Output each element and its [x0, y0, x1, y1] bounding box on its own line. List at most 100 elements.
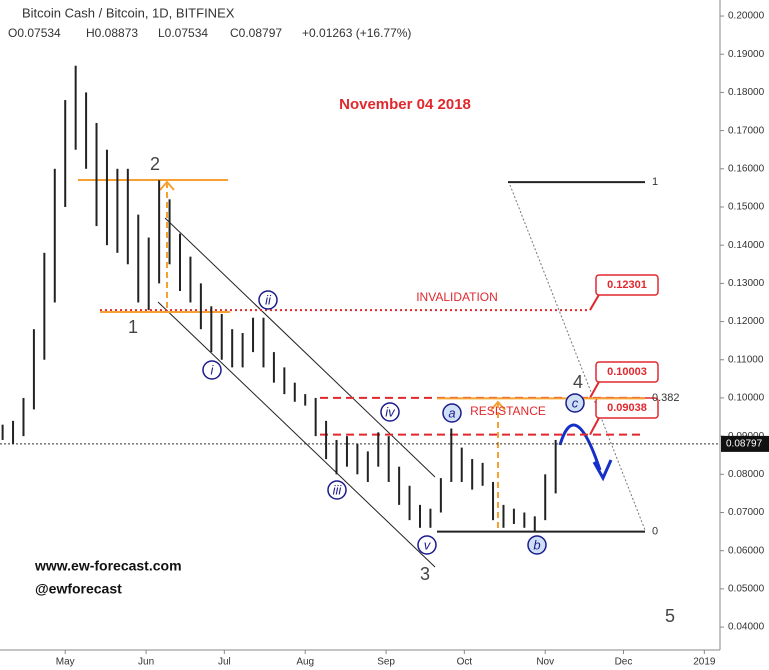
sub-wave-circle: [380, 402, 400, 422]
sub-wave-circle: [565, 393, 585, 413]
price-bar: [189, 256, 192, 303]
x-tick-label: Jun: [138, 657, 154, 668]
price-bar: [95, 122, 98, 227]
sub-wave-circle: [202, 360, 222, 380]
date-note: November 04 2018: [339, 96, 471, 113]
price-bar: [168, 199, 171, 265]
price-box: [595, 361, 659, 383]
y-tick-label: 0.13000: [728, 278, 765, 289]
price-bar: [439, 478, 442, 513]
y-tick-label: 0.19000: [728, 49, 765, 60]
price-bar: [220, 313, 223, 360]
last-price-label: 0.08797: [726, 439, 763, 450]
forecast-arrow: [558, 423, 602, 471]
price-bar: [1, 424, 4, 440]
sub-wave-circle: [258, 290, 278, 310]
price-bar: [502, 504, 505, 528]
price-bar: [199, 283, 202, 330]
y-tick-label: 0.05000: [728, 584, 765, 595]
ohlc-value: +0.01263 (+16.77%): [302, 26, 411, 40]
price-bar: [377, 432, 380, 467]
price-bar: [345, 436, 348, 467]
price-bar: [137, 214, 140, 303]
price-bar: [304, 394, 307, 406]
price-box-pointer: [589, 292, 601, 311]
ohlc-value: H0.08873: [86, 26, 138, 40]
price-bar: [158, 180, 161, 284]
price-box-pointer: [589, 415, 601, 436]
fib-label: 0.382: [652, 392, 680, 404]
price-bar: [398, 466, 401, 505]
sub-wave-label: v: [424, 537, 432, 552]
orange-arrow: [159, 180, 175, 191]
fib-label: 0: [652, 526, 658, 538]
x-tick-label: Sep: [377, 657, 395, 668]
sub-wave-circle: [327, 480, 347, 500]
price-bar: [554, 439, 557, 494]
x-tick-label: Dec: [615, 657, 633, 668]
price-bar: [43, 252, 46, 360]
wave-label: 1: [128, 317, 138, 337]
sub-wave-label: c: [572, 395, 579, 410]
sub-wave-label: a: [448, 405, 455, 420]
ohlc-value: O0.07534: [8, 26, 61, 40]
price-bar: [544, 474, 547, 521]
price-bar: [460, 447, 463, 482]
price-bar: [262, 317, 265, 368]
sub-wave-circle: [417, 535, 437, 555]
last-price-box: [721, 435, 769, 452]
price-bar: [179, 233, 181, 292]
y-tick-label: 0.20000: [728, 11, 765, 22]
y-tick-label: 0.06000: [728, 545, 765, 556]
price-bar: [523, 512, 526, 528]
price-bar: [533, 516, 536, 532]
price-bar: [471, 459, 474, 490]
fib-label: 1: [652, 176, 658, 188]
footer-handle: @ewforecast: [35, 581, 122, 597]
sub-wave-label: b: [533, 537, 540, 552]
sub-wave-circle: [442, 403, 462, 423]
price-box-label: 0.12301: [607, 279, 647, 291]
chart-title: Bitcoin Cash / Bitcoin, 1D, BITFINEX: [22, 5, 235, 20]
price-bar: [387, 436, 390, 482]
price-bar: [64, 100, 67, 207]
price-box-pointer: [589, 379, 601, 399]
footer-site: www.ew-forecast.com: [34, 558, 182, 574]
price-bar: [53, 168, 56, 303]
x-tick-label: May: [56, 657, 75, 668]
price-bar: [231, 329, 234, 368]
ohlc-value: L0.07534: [158, 26, 208, 40]
sub-wave-label: ii: [265, 292, 272, 307]
price-bar: [408, 485, 411, 521]
price-bar: [105, 149, 108, 246]
price-bar: [366, 451, 369, 482]
x-tick-label: 2019: [693, 657, 716, 668]
wave-label: 4: [573, 372, 583, 392]
y-tick-label: 0.18000: [728, 87, 765, 98]
y-tick-label: 0.11000: [728, 354, 764, 365]
orange-arrow: [490, 400, 506, 411]
wave-label: 5: [665, 606, 675, 626]
price-bar: [241, 333, 244, 368]
price-bar: [481, 462, 484, 486]
y-tick-label: 0.16000: [728, 163, 765, 174]
price-bar: [512, 508, 515, 524]
ohlc-value: C0.08797: [230, 26, 282, 40]
sub-wave-label: iii: [333, 482, 343, 497]
price-bar: [32, 329, 35, 410]
forecast-arrowhead: [592, 459, 613, 482]
y-tick-label: 0.04000: [728, 622, 765, 633]
y-tick-label: 0.12000: [728, 316, 765, 327]
x-tick-label: Aug: [296, 657, 314, 668]
y-tick-label: 0.15000: [728, 202, 765, 213]
price-bar: [126, 168, 129, 265]
price-bar: [85, 92, 88, 169]
price-bar: [74, 65, 77, 150]
channel-lower: [157, 301, 436, 568]
x-tick-label: Nov: [536, 657, 554, 668]
price-bar: [116, 168, 119, 253]
wave-label: 2: [150, 154, 160, 174]
price-bar: [335, 439, 338, 475]
price-box-label: 0.09038: [607, 402, 647, 414]
